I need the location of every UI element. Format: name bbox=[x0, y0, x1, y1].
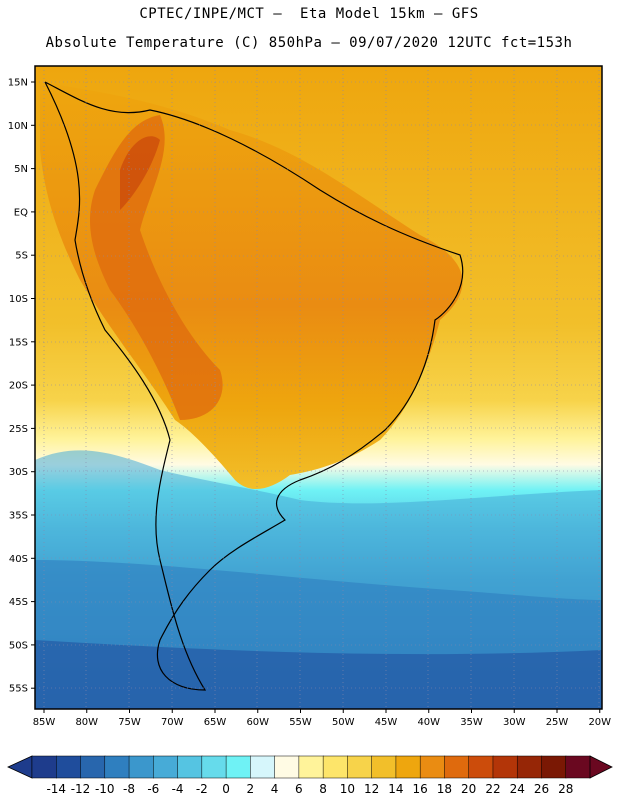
lat-label: 15S bbox=[9, 337, 28, 348]
colorbar-swatch bbox=[395, 755, 421, 779]
latitude-axis: 15N 10N 5N EQ 5S 10S 15S 20S 25S 30S 35S 40S 45S 50S 5… bbox=[8, 78, 35, 695]
colorbar-swatch bbox=[201, 755, 227, 779]
map-subtitle: Absolute Temperature (C) 850hPa – 09/07/… bbox=[45, 35, 573, 51]
colorbar-label: -4 bbox=[172, 782, 184, 796]
colorbar-swatch bbox=[322, 755, 349, 779]
colorbar-label: 22 bbox=[485, 782, 500, 796]
lat-label: 5S bbox=[15, 251, 28, 262]
lat-label: 55S bbox=[9, 684, 28, 695]
lat-label: EQ bbox=[14, 207, 28, 218]
colorbar-label: 14 bbox=[388, 782, 403, 796]
lat-label: 10S bbox=[9, 294, 28, 305]
colorbar-swatch bbox=[250, 755, 276, 779]
colorbar-swatch bbox=[565, 755, 591, 779]
colorbar-label: 20 bbox=[461, 782, 476, 796]
colorbar-swatch bbox=[56, 755, 82, 779]
lon-label: 40W bbox=[417, 717, 440, 728]
colorbar-swatch bbox=[419, 755, 446, 779]
lat-label: 35S bbox=[9, 511, 28, 522]
colorbar-label: 10 bbox=[340, 782, 355, 796]
lon-label: 60W bbox=[246, 717, 269, 728]
colorbar-swatch bbox=[128, 755, 154, 779]
colorbar-swatch bbox=[492, 755, 518, 779]
colorbar-label: -8 bbox=[123, 782, 135, 796]
colorbar-label: 16 bbox=[413, 782, 428, 796]
lon-label: 75W bbox=[118, 717, 141, 728]
lat-label: 20S bbox=[9, 381, 28, 392]
lon-label: 30W bbox=[503, 717, 526, 728]
lat-label: 25S bbox=[9, 424, 28, 435]
colorbar-swatch bbox=[371, 755, 397, 779]
colorbar-swatch bbox=[274, 755, 300, 779]
colorbar-swatch bbox=[516, 755, 543, 779]
lon-label: 45W bbox=[375, 717, 398, 728]
lon-label: 85W bbox=[33, 717, 56, 728]
lat-label: 15N bbox=[8, 78, 28, 89]
lat-label: 30S bbox=[9, 467, 28, 478]
lon-label: 80W bbox=[75, 717, 98, 728]
colorbar-swatch bbox=[225, 755, 251, 779]
colorbar-label: -6 bbox=[147, 782, 159, 796]
colorbar-swatch bbox=[104, 755, 130, 779]
lat-label: 50S bbox=[9, 640, 28, 651]
colorbar-swatch bbox=[80, 755, 106, 779]
colorbar-label: -10 bbox=[95, 782, 115, 796]
colorbar-swatch bbox=[541, 755, 567, 779]
lat-label: 40S bbox=[9, 554, 28, 565]
lon-label: 35W bbox=[460, 717, 483, 728]
colorbar-swatch bbox=[177, 755, 203, 779]
colorbar-label: 12 bbox=[364, 782, 379, 796]
colorbar-label: 6 bbox=[295, 782, 303, 796]
lon-label: 70W bbox=[161, 717, 184, 728]
colorbar-label: -2 bbox=[196, 782, 208, 796]
lon-label: 20W bbox=[588, 717, 611, 728]
longitude-axis: 85W 80W 75W 70W 65W 60W 55W 50W 45W 40W 35W 30W 25W 2… bbox=[33, 709, 611, 728]
lon-label: 65W bbox=[204, 717, 227, 728]
lon-label: 55W bbox=[289, 717, 312, 728]
colorbar-label: 24 bbox=[510, 782, 525, 796]
colorbar-label: 8 bbox=[319, 782, 327, 796]
lat-label: 10N bbox=[8, 121, 28, 132]
colorbar-swatch bbox=[153, 755, 179, 779]
colorbar-label: 4 bbox=[271, 782, 279, 796]
map-frame bbox=[34, 65, 603, 710]
colorbar-swatch bbox=[298, 755, 324, 779]
map-title: CPTEC/INPE/MCT – Eta Model 15km – GFS bbox=[139, 6, 479, 22]
colorbar-label: 28 bbox=[558, 782, 573, 796]
colorbar-swatch bbox=[347, 755, 373, 779]
lon-label: 50W bbox=[332, 717, 355, 728]
colorbar-label: 2 bbox=[247, 782, 255, 796]
colorbar-label: 18 bbox=[437, 782, 452, 796]
colorbar-label: -12 bbox=[71, 782, 91, 796]
colorbar-label: 0 bbox=[222, 782, 230, 796]
colorbar-swatch bbox=[31, 755, 57, 779]
colorbar-swatch bbox=[468, 755, 494, 779]
colorbar-label: -14 bbox=[46, 782, 66, 796]
lon-label: 25W bbox=[546, 717, 569, 728]
colorbar-arrow-right bbox=[589, 755, 613, 779]
lat-label: 5N bbox=[14, 164, 28, 175]
temperature-field bbox=[35, 66, 602, 709]
colorbar-swatch bbox=[444, 755, 470, 779]
colorbar: -14 -12 -10 -8 -6 -4 -2 0 2 4 6 8 10 12 14 16 18 20 22 24 26… bbox=[7, 755, 613, 796]
lat-label: 45S bbox=[9, 597, 28, 608]
colorbar-arrow-left bbox=[7, 755, 33, 779]
colorbar-label: 26 bbox=[534, 782, 549, 796]
